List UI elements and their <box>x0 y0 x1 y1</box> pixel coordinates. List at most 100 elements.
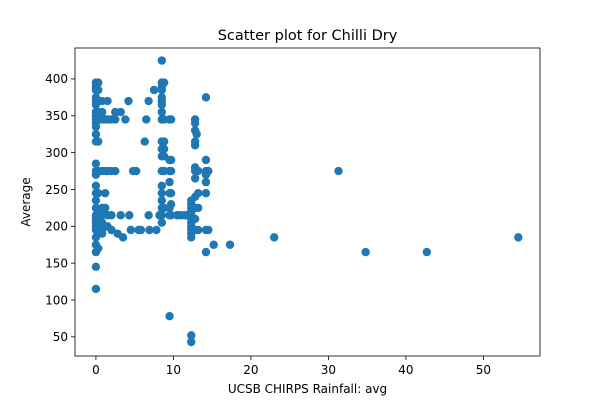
data-point <box>190 174 200 183</box>
data-point <box>201 177 211 187</box>
x-axis-label: UCSB CHIRPS Rainfall: avg <box>228 382 387 396</box>
data-point <box>201 93 211 102</box>
data-point <box>126 225 135 235</box>
data-point <box>225 240 235 249</box>
data-point <box>136 225 146 235</box>
data-point <box>165 177 174 187</box>
data-point <box>157 218 166 227</box>
plot-area <box>75 48 540 356</box>
data-point <box>142 115 151 124</box>
data-point <box>157 211 166 220</box>
y-tick-label: 400 <box>45 72 68 86</box>
y-tick-label: 200 <box>45 220 68 234</box>
data-points <box>91 56 523 347</box>
data-point <box>157 188 166 198</box>
data-point <box>91 122 101 132</box>
data-point <box>422 247 432 257</box>
data-point <box>101 188 110 198</box>
x-tick-label: 0 <box>92 363 100 377</box>
data-point <box>166 115 176 124</box>
data-point <box>111 166 120 176</box>
data-point <box>159 78 169 87</box>
data-point <box>94 137 103 146</box>
data-point <box>116 211 125 220</box>
data-point <box>166 155 176 165</box>
data-point <box>201 247 211 257</box>
data-point <box>165 312 174 321</box>
data-point <box>149 85 159 95</box>
data-point <box>101 203 110 213</box>
data-point <box>157 56 166 65</box>
data-point <box>209 240 218 249</box>
plot-frame <box>74 47 541 357</box>
data-point <box>192 130 201 139</box>
y-tick-label: 50 <box>53 330 68 344</box>
data-point <box>152 225 161 235</box>
data-point <box>194 166 203 176</box>
data-point <box>91 262 101 272</box>
data-point <box>159 137 169 146</box>
x-tick-label: 10 <box>166 363 181 377</box>
data-point <box>159 144 169 154</box>
data-point <box>187 337 196 347</box>
data-point <box>269 233 279 242</box>
data-point <box>190 118 200 128</box>
data-point <box>121 115 130 124</box>
y-tick-label: 300 <box>45 146 68 160</box>
data-point <box>157 85 166 95</box>
data-point <box>124 96 133 106</box>
data-point <box>157 196 166 205</box>
x-axis-ticks: 0 10 20 30 40 50 <box>92 356 491 377</box>
data-point <box>94 188 103 198</box>
x-tick-label: 50 <box>476 363 491 377</box>
data-point <box>91 130 101 139</box>
y-axis-label: Average <box>19 177 33 226</box>
data-point <box>157 181 166 190</box>
data-point <box>166 188 176 198</box>
data-point <box>204 225 213 235</box>
data-point <box>144 211 153 220</box>
chart-title: Scatter plot for Chilli Dry <box>218 28 398 44</box>
data-point <box>94 244 103 253</box>
data-point <box>145 225 154 235</box>
data-point <box>157 100 166 109</box>
data-point <box>118 233 128 242</box>
data-point <box>201 188 211 198</box>
data-point <box>91 284 101 294</box>
data-point <box>107 225 116 235</box>
data-point <box>166 200 176 209</box>
y-tick-label: 250 <box>45 183 68 197</box>
data-point <box>190 141 200 150</box>
data-point <box>107 211 116 220</box>
data-point <box>97 229 107 238</box>
data-point <box>361 247 370 257</box>
data-point <box>116 107 125 117</box>
data-point <box>157 107 166 117</box>
data-point <box>91 203 101 213</box>
data-point <box>91 233 101 242</box>
data-point <box>166 166 176 176</box>
data-point <box>97 107 107 117</box>
data-point <box>91 181 101 190</box>
data-point <box>125 211 134 220</box>
data-point <box>194 188 203 198</box>
data-point <box>144 96 153 106</box>
data-point <box>94 85 103 95</box>
data-point <box>190 214 200 224</box>
data-point <box>111 115 120 124</box>
y-tick-label: 350 <box>45 109 68 123</box>
x-tick-label: 30 <box>321 363 336 377</box>
y-tick-label: 100 <box>45 293 68 307</box>
x-tick-label: 20 <box>243 363 258 377</box>
data-point <box>132 166 141 176</box>
data-point <box>140 137 149 146</box>
data-point <box>103 96 112 106</box>
data-point <box>334 166 343 176</box>
data-point <box>194 203 203 213</box>
x-tick-label: 40 <box>398 363 413 377</box>
data-point <box>201 155 211 165</box>
data-point <box>514 233 523 242</box>
data-point <box>91 196 101 205</box>
data-point <box>94 78 103 87</box>
